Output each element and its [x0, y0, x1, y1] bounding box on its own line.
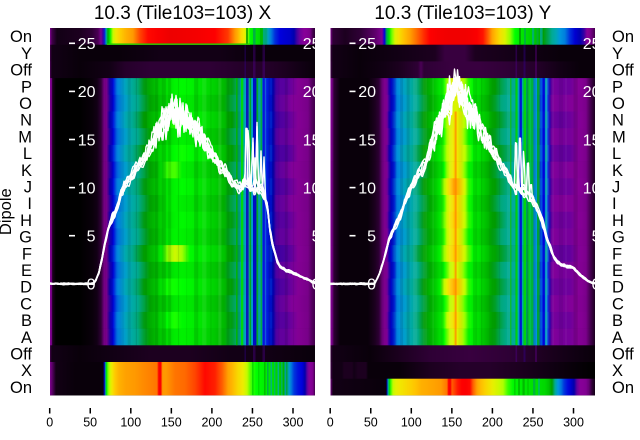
svg-text:Dipole: Dipole [0, 188, 15, 235]
svg-text:25: 25 [583, 36, 601, 53]
svg-text:0: 0 [46, 416, 53, 430]
svg-text:150: 150 [161, 416, 182, 430]
svg-text:5: 5 [312, 229, 321, 246]
svg-text:0: 0 [367, 277, 376, 294]
svg-text:On: On [612, 379, 634, 397]
svg-text:10: 10 [78, 180, 96, 197]
svg-text:200: 200 [201, 416, 222, 430]
svg-text:25: 25 [303, 36, 321, 53]
svg-text:150: 150 [441, 416, 462, 430]
svg-text:250: 250 [523, 416, 544, 430]
svg-text:K: K [612, 162, 623, 180]
svg-text:I: I [27, 195, 32, 213]
svg-text:M: M [18, 128, 32, 146]
svg-text:L: L [612, 145, 621, 163]
svg-text:Y: Y [21, 45, 32, 63]
svg-text:J: J [24, 178, 32, 196]
svg-text:A: A [21, 329, 32, 347]
svg-text:H: H [612, 212, 624, 230]
svg-text:Off: Off [10, 62, 32, 80]
svg-text:E: E [612, 262, 623, 280]
svg-text:50: 50 [83, 416, 97, 430]
svg-text:K: K [21, 162, 32, 180]
svg-text:100: 100 [120, 416, 141, 430]
svg-text:L: L [23, 145, 32, 163]
svg-text:M: M [612, 128, 626, 146]
svg-text:C: C [20, 295, 32, 313]
svg-text:X: X [612, 362, 623, 380]
svg-text:10: 10 [583, 180, 601, 197]
svg-text:O: O [612, 95, 625, 113]
svg-text:F: F [22, 245, 32, 263]
svg-text:Off: Off [612, 345, 634, 363]
svg-text:N: N [612, 112, 624, 130]
svg-text:B: B [612, 312, 623, 330]
svg-text:X: X [21, 362, 32, 380]
svg-text:Off: Off [10, 345, 32, 363]
svg-text:I: I [612, 195, 617, 213]
svg-text:P: P [21, 78, 32, 96]
svg-text:D: D [20, 279, 32, 297]
svg-text:15: 15 [78, 132, 96, 149]
svg-text:C: C [612, 295, 624, 313]
svg-text:25: 25 [78, 36, 96, 53]
svg-text:10: 10 [303, 180, 321, 197]
svg-text:100: 100 [401, 416, 422, 430]
svg-text:On: On [612, 28, 634, 46]
svg-text:0: 0 [312, 277, 321, 294]
svg-text:G: G [612, 229, 625, 247]
svg-text:5: 5 [367, 229, 376, 246]
svg-text:200: 200 [482, 416, 503, 430]
svg-text:On: On [10, 379, 32, 397]
svg-text:300: 300 [283, 416, 304, 430]
svg-text:H: H [20, 212, 32, 230]
svg-text:20: 20 [358, 84, 376, 101]
svg-text:P: P [612, 78, 623, 96]
svg-text:O: O [19, 95, 32, 113]
svg-text:15: 15 [303, 132, 321, 149]
svg-text:15: 15 [583, 132, 601, 149]
svg-text:25: 25 [358, 36, 376, 53]
svg-text:N: N [20, 112, 32, 130]
svg-text:0: 0 [327, 416, 334, 430]
svg-text:20: 20 [583, 84, 601, 101]
svg-text:F: F [612, 245, 622, 263]
svg-text:B: B [21, 312, 32, 330]
svg-text:A: A [612, 329, 623, 347]
svg-text:J: J [612, 178, 620, 196]
svg-text:D: D [612, 279, 624, 297]
svg-text:5: 5 [592, 229, 601, 246]
svg-text:0: 0 [87, 277, 96, 294]
svg-text:300: 300 [563, 416, 584, 430]
svg-text:10.3 (Tile103=103) X: 10.3 (Tile103=103) X [94, 3, 272, 24]
svg-text:On: On [10, 28, 32, 46]
svg-text:10.3 (Tile103=103) Y: 10.3 (Tile103=103) Y [374, 3, 551, 24]
svg-text:0: 0 [592, 277, 601, 294]
svg-text:E: E [21, 262, 32, 280]
svg-text:Y: Y [612, 45, 623, 63]
svg-text:20: 20 [303, 84, 321, 101]
svg-text:15: 15 [358, 132, 376, 149]
svg-text:G: G [19, 229, 32, 247]
svg-text:50: 50 [364, 416, 378, 430]
svg-text:5: 5 [87, 229, 96, 246]
svg-text:10: 10 [358, 180, 376, 197]
svg-text:250: 250 [242, 416, 263, 430]
svg-text:20: 20 [78, 84, 96, 101]
svg-text:Off: Off [612, 62, 634, 80]
